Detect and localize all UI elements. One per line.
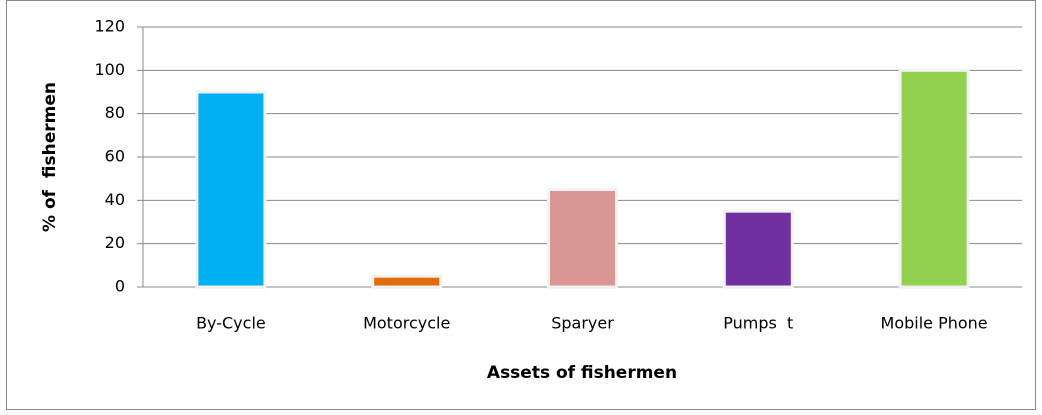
y-tick-label: 20 bbox=[105, 233, 125, 252]
bar bbox=[898, 68, 970, 289]
y-tick-label: 60 bbox=[105, 147, 125, 166]
y-axis-title: % of fishermen bbox=[40, 82, 60, 232]
bar bbox=[547, 188, 618, 289]
y-tick-label: 0 bbox=[115, 277, 125, 296]
chart-border bbox=[6, 0, 1036, 410]
y-tick-label: 100 bbox=[94, 60, 125, 79]
x-axis-title: Assets of fishermen bbox=[487, 363, 677, 383]
y-tick-label: 120 bbox=[94, 17, 125, 36]
bar bbox=[371, 274, 443, 289]
bar bbox=[722, 209, 794, 289]
x-tick-label: Pumps t bbox=[723, 314, 793, 333]
y-tick-label: 80 bbox=[105, 103, 125, 122]
x-tick-label: By-Cycle bbox=[196, 314, 266, 333]
x-tick-label: Motorcycle bbox=[363, 314, 450, 333]
y-tick-label: 40 bbox=[105, 190, 125, 209]
bar bbox=[195, 90, 267, 289]
x-tick-label: Sparyer bbox=[551, 314, 614, 333]
x-tick-label: Mobile Phone bbox=[881, 314, 988, 333]
